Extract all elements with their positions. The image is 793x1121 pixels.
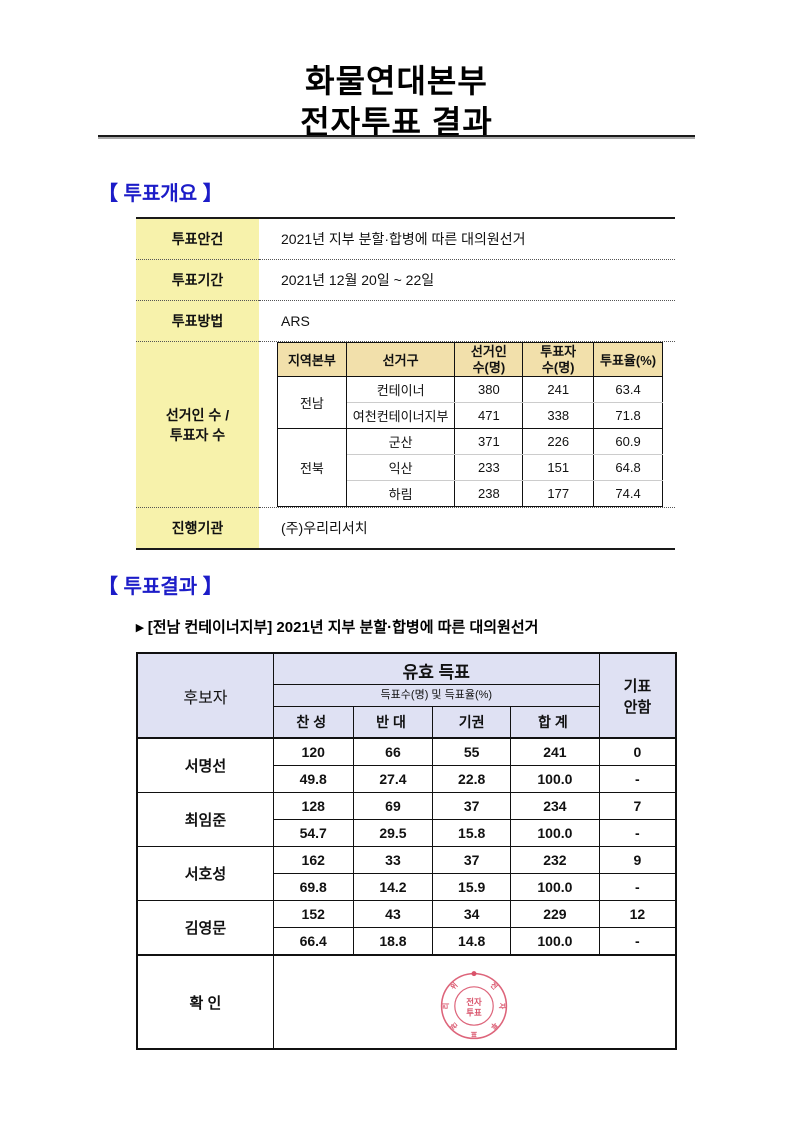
svg-text:리: 리 (442, 1003, 451, 1009)
svg-text:전: 전 (489, 981, 500, 992)
svg-text:전자: 전자 (467, 997, 483, 1007)
svg-text:투표: 투표 (467, 1008, 483, 1018)
svg-text:자: 자 (498, 1003, 507, 1010)
svg-text:관: 관 (449, 1020, 460, 1031)
svg-text:위: 위 (449, 981, 460, 992)
svg-text:표: 표 (471, 1030, 478, 1038)
